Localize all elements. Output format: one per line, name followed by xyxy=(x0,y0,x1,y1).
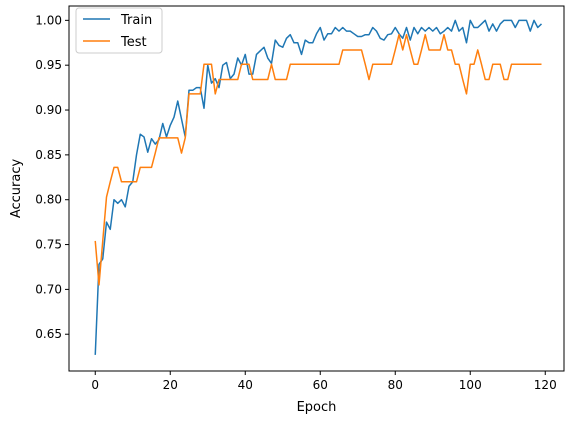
x-tick-label: 40 xyxy=(238,378,253,392)
y-tick-label: 0.80 xyxy=(35,193,62,207)
axis-ticks: 0 20 40 60 80 100 120 0.65 0.70 0.75 0.80 0.85 0.90 0… xyxy=(35,13,556,392)
series-line-train xyxy=(94,19,543,355)
x-axis-label: Epoch xyxy=(297,400,337,415)
y-tick-label: 0.85 xyxy=(35,148,62,162)
x-tick-label: 100 xyxy=(459,378,482,392)
axes-frame xyxy=(68,5,565,372)
x-tick-label: 120 xyxy=(534,378,557,392)
y-tick-label: 0.95 xyxy=(35,58,62,72)
plot-area xyxy=(94,19,543,355)
y-tick-label: 1.00 xyxy=(35,13,62,27)
x-tick-label: 20 xyxy=(163,378,178,392)
y-tick-label: 0.75 xyxy=(35,238,62,252)
y-tick-label: 0.70 xyxy=(35,282,62,296)
legend: Train Test xyxy=(75,7,163,54)
x-tick-label: 80 xyxy=(388,378,403,392)
y-tick-label: 0.65 xyxy=(35,327,62,341)
series-line-test xyxy=(94,33,542,286)
y-axis-label: Accuracy xyxy=(9,159,24,219)
legend-label-test: Test xyxy=(120,35,147,50)
legend-label-train: Train xyxy=(120,13,152,28)
y-tick-label: 0.90 xyxy=(35,103,62,117)
x-tick-label: 60 xyxy=(313,378,328,392)
x-tick-label: 0 xyxy=(91,378,99,392)
